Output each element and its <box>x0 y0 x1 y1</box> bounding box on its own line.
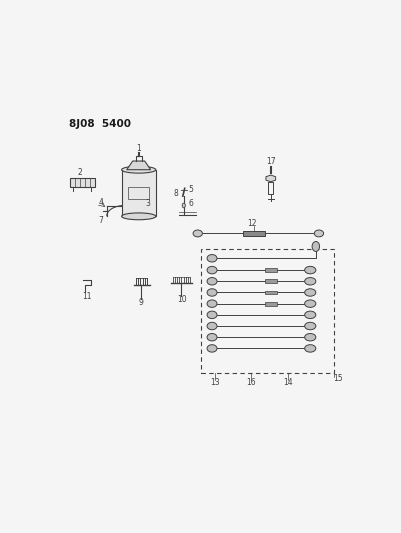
Text: 16: 16 <box>246 378 255 387</box>
Ellipse shape <box>207 334 217 341</box>
Ellipse shape <box>305 311 316 319</box>
Ellipse shape <box>305 300 316 308</box>
Ellipse shape <box>122 213 156 220</box>
Text: 6: 6 <box>188 199 193 208</box>
Polygon shape <box>266 175 275 182</box>
Ellipse shape <box>207 289 217 296</box>
Ellipse shape <box>305 278 316 285</box>
Ellipse shape <box>122 166 156 173</box>
Ellipse shape <box>305 266 316 274</box>
Text: 3: 3 <box>146 199 151 208</box>
Text: 2: 2 <box>77 168 82 177</box>
Ellipse shape <box>305 289 316 296</box>
Ellipse shape <box>207 278 217 285</box>
Ellipse shape <box>312 241 320 252</box>
Ellipse shape <box>193 230 203 237</box>
Text: 8J08  5400: 8J08 5400 <box>69 119 131 129</box>
Bar <box>201 249 334 373</box>
Text: 8: 8 <box>174 189 178 198</box>
Text: 14: 14 <box>283 378 293 387</box>
Text: 12: 12 <box>247 219 257 228</box>
Bar <box>265 268 277 272</box>
Ellipse shape <box>305 334 316 341</box>
Bar <box>265 290 277 294</box>
Ellipse shape <box>207 311 217 319</box>
Text: 13: 13 <box>210 378 220 387</box>
Text: 9: 9 <box>139 298 144 307</box>
Bar <box>122 169 156 216</box>
Ellipse shape <box>305 322 316 330</box>
Text: 4: 4 <box>98 198 103 207</box>
Text: 1: 1 <box>136 144 141 153</box>
Bar <box>265 302 277 305</box>
Ellipse shape <box>207 255 217 262</box>
Bar <box>265 279 277 283</box>
Text: 11: 11 <box>82 292 91 301</box>
Ellipse shape <box>207 322 217 330</box>
Text: 7: 7 <box>98 216 103 225</box>
Ellipse shape <box>207 300 217 308</box>
Ellipse shape <box>305 345 316 352</box>
Text: 5: 5 <box>188 185 193 194</box>
Text: 17: 17 <box>266 157 275 166</box>
Polygon shape <box>127 161 151 169</box>
Ellipse shape <box>182 203 185 208</box>
Bar <box>243 231 265 236</box>
Bar <box>128 187 149 199</box>
Ellipse shape <box>207 266 217 274</box>
Polygon shape <box>70 178 95 188</box>
Text: 15: 15 <box>333 374 343 383</box>
Ellipse shape <box>207 345 217 352</box>
Ellipse shape <box>314 230 324 237</box>
Text: 10: 10 <box>177 295 186 304</box>
